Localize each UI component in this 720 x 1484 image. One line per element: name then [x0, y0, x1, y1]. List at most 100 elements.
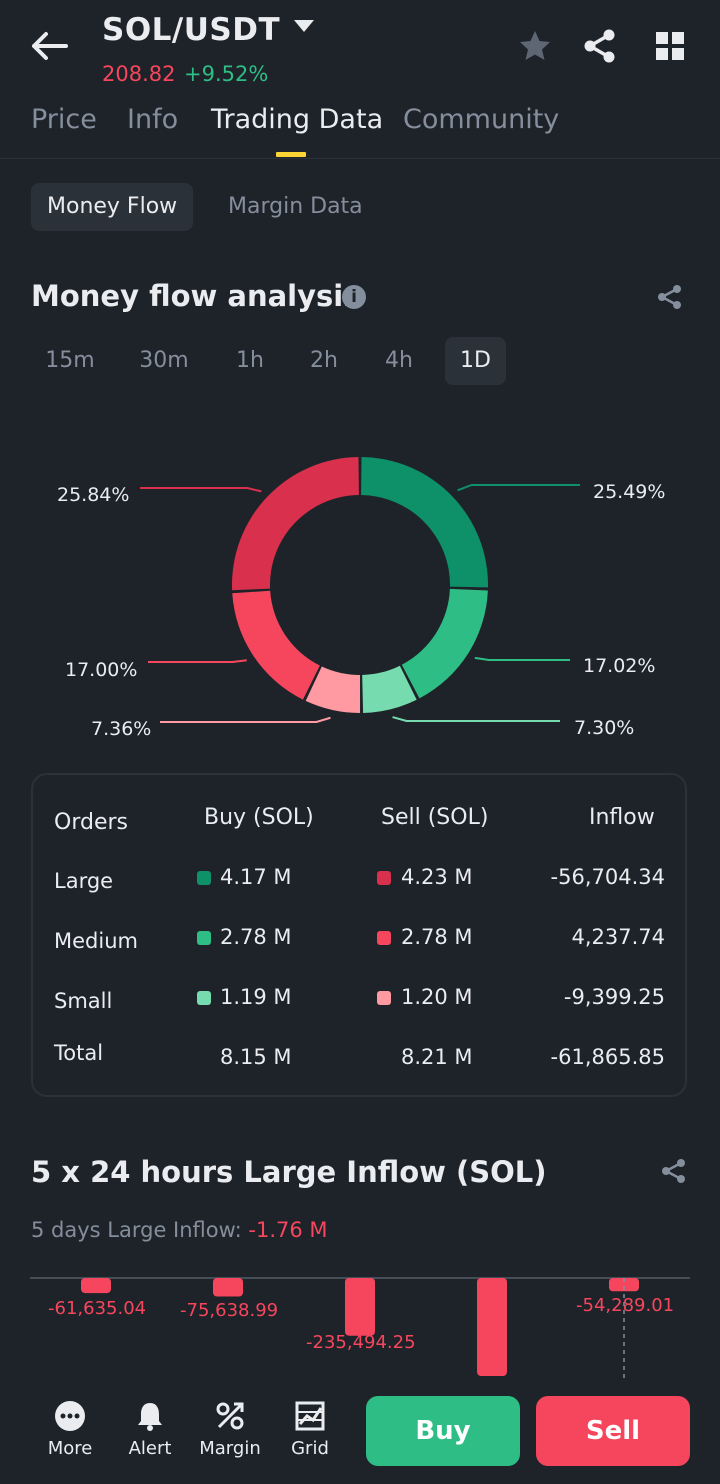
- inflow-bar-3[interactable]: [345, 1278, 375, 1336]
- main-tabs: Price Info Trading Data Community: [0, 104, 720, 159]
- row-total-label: Total: [54, 1041, 104, 1065]
- donut-slice-3: [362, 665, 417, 713]
- nav-grid[interactable]: Grid: [275, 1400, 345, 1459]
- donut-slice-6: [231, 457, 359, 591]
- tab-trading-data[interactable]: Trading Data: [211, 104, 384, 135]
- sell-button[interactable]: Sell: [536, 1396, 690, 1466]
- nav-more[interactable]: More: [35, 1400, 105, 1459]
- more-icon: [55, 1401, 85, 1431]
- tab-info[interactable]: Info: [127, 104, 179, 135]
- donut-leader-line-1: [457, 484, 580, 492]
- row-small-buy: 1.19 M: [220, 985, 292, 1009]
- period-15m[interactable]: 15m: [45, 348, 95, 373]
- large-buy-swatch: [197, 871, 211, 885]
- donut-slice-1: [361, 457, 488, 588]
- donut-label-large-buy: 25.49%: [593, 481, 666, 503]
- row-large-buy: 4.17 M: [220, 865, 292, 889]
- pair-title[interactable]: SOL/USDT: [102, 12, 281, 48]
- share-icon[interactable]: [582, 28, 618, 64]
- back-arrow-icon[interactable]: [30, 28, 70, 64]
- donut-leader-line-4: [160, 716, 331, 723]
- bar-label-3: -235,494.25: [306, 1332, 416, 1353]
- donut-slice-2: [401, 588, 488, 699]
- row-small-label: Small: [54, 989, 113, 1013]
- inflow-bar-2[interactable]: [213, 1278, 243, 1297]
- row-medium-label: Medium: [54, 929, 138, 953]
- summary-value: -1.76 M: [248, 1218, 328, 1242]
- info-icon[interactable]: i: [342, 285, 366, 309]
- large-inflow-share-icon[interactable]: [661, 1158, 687, 1184]
- grid-menu-icon[interactable]: [652, 28, 688, 64]
- donut-leader-line-5: [148, 659, 247, 663]
- percent-icon: [216, 1402, 244, 1430]
- period-1h[interactable]: 1h: [236, 348, 264, 373]
- small-sell-swatch: [377, 991, 391, 1005]
- donut-slice-4: [305, 666, 361, 713]
- bar-label-2: -75,638.99: [180, 1300, 279, 1321]
- nav-margin-label: Margin: [199, 1438, 261, 1459]
- period-4h[interactable]: 4h: [385, 348, 413, 373]
- donut-leader-line-3: [392, 716, 560, 722]
- bar-label-1: -61,635.04: [48, 1298, 147, 1319]
- col-header-orders: Orders: [54, 810, 128, 835]
- row-small-inflow: -9,399.25: [563, 985, 665, 1009]
- tab-price[interactable]: Price: [31, 104, 97, 135]
- medium-sell-swatch: [377, 931, 391, 945]
- pair-dropdown-caret-icon[interactable]: [294, 20, 314, 32]
- nav-grid-label: Grid: [291, 1438, 329, 1459]
- medium-buy-swatch: [197, 931, 211, 945]
- nav-alert[interactable]: Alert: [115, 1400, 185, 1459]
- orders-table: [31, 773, 687, 1097]
- summary-label: 5 days Large Inflow:: [31, 1218, 242, 1242]
- large-inflow-title: 5 x 24 hours Large Inflow (SOL): [31, 1155, 547, 1189]
- period-1d[interactable]: 1D: [445, 337, 506, 385]
- star-icon[interactable]: [517, 28, 553, 64]
- active-tab-indicator: [276, 152, 306, 157]
- large-inflow-summary: 5 days Large Inflow: -1.76 M: [31, 1218, 328, 1242]
- price-change: +9.52%: [184, 62, 269, 86]
- row-total-inflow: -61,865.85: [550, 1045, 665, 1069]
- row-large-sell: 4.23 M: [401, 865, 473, 889]
- buy-button[interactable]: Buy: [366, 1396, 520, 1466]
- bell-icon: [138, 1403, 162, 1431]
- nav-alert-label: Alert: [128, 1438, 172, 1459]
- nav-more-label: More: [47, 1438, 93, 1459]
- large-sell-swatch: [377, 871, 391, 885]
- period-30m[interactable]: 30m: [139, 348, 189, 373]
- donut-leader-line-6: [140, 487, 262, 493]
- donut-label-medium-buy: 17.02%: [583, 655, 656, 677]
- large-inflow-bar-chart: [30, 1277, 690, 1378]
- donut-label-small-buy: 7.30%: [574, 717, 635, 739]
- last-price: 208.82: [102, 62, 176, 86]
- subtab-margin-data[interactable]: Margin Data: [228, 194, 363, 219]
- row-large-inflow: -56,704.34: [550, 865, 665, 889]
- tab-community[interactable]: Community: [403, 104, 560, 135]
- inflow-bar-5[interactable]: [609, 1278, 639, 1292]
- col-header-buy: Buy (SOL): [204, 805, 314, 830]
- donut-label-medium-sell: 17.00%: [65, 659, 138, 681]
- col-header-inflow: Inflow: [589, 805, 655, 830]
- donut-label-small-sell: 7.36%: [91, 718, 152, 740]
- donut-label-large-sell: 25.84%: [57, 484, 130, 506]
- subtab-money-flow[interactable]: Money Flow: [31, 183, 194, 231]
- donut-slice-5: [232, 590, 320, 700]
- col-header-sell: Sell (SOL): [381, 805, 489, 830]
- row-medium-sell: 2.78 M: [401, 925, 473, 949]
- grid-trading-icon: [295, 1401, 325, 1431]
- donut-leader-line-2: [474, 656, 570, 661]
- money-flow-share-icon[interactable]: [657, 284, 683, 310]
- nav-margin[interactable]: Margin: [195, 1400, 265, 1459]
- row-total-buy: 8.15 M: [220, 1045, 292, 1069]
- row-medium-inflow: 4,237.74: [571, 925, 665, 949]
- inflow-bar-1[interactable]: [81, 1278, 111, 1294]
- row-large-label: Large: [54, 869, 114, 893]
- inflow-bar-4[interactable]: [477, 1278, 507, 1376]
- row-total-sell: 8.21 M: [401, 1045, 473, 1069]
- period-2h[interactable]: 2h: [310, 348, 338, 373]
- money-flow-donut-chart: [140, 457, 580, 723]
- row-small-sell: 1.20 M: [401, 985, 473, 1009]
- money-flow-title: Money flow analysis: [31, 279, 361, 313]
- bar-label-5: -54,289.01: [576, 1295, 675, 1316]
- small-buy-swatch: [197, 991, 211, 1005]
- row-medium-buy: 2.78 M: [220, 925, 292, 949]
